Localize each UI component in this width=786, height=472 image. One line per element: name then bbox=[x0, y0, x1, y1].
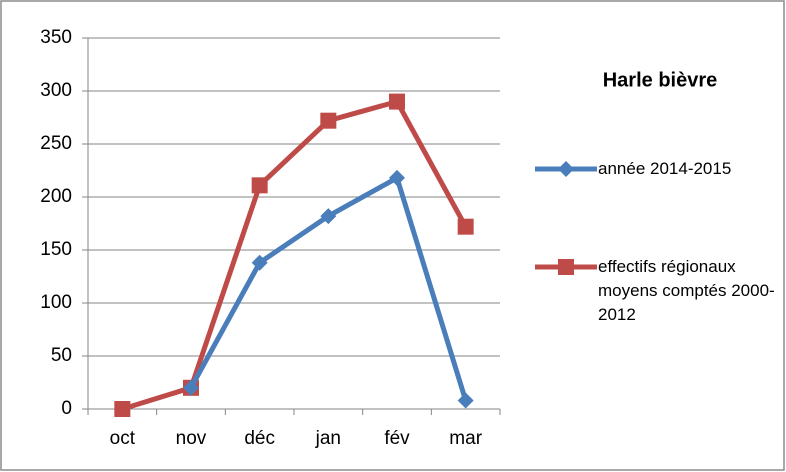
legend-label: effectifs régionaux moyens comptés 2000-… bbox=[598, 257, 775, 324]
data-point bbox=[114, 401, 131, 417]
y-tick-label: 250 bbox=[40, 133, 72, 154]
data-point bbox=[389, 169, 405, 186]
y-tick-label: 50 bbox=[51, 345, 72, 366]
data-point bbox=[183, 379, 199, 396]
data-point bbox=[389, 93, 405, 110]
x-tick-label: mar bbox=[449, 428, 482, 449]
y-tick-label: 100 bbox=[40, 292, 72, 313]
legend-marker bbox=[558, 259, 574, 275]
data-point bbox=[251, 254, 268, 271]
chart-title: Harle bièvre bbox=[603, 69, 718, 91]
x-tick-label: nov bbox=[176, 428, 207, 449]
x-tick-label: déc bbox=[244, 428, 275, 449]
data-point bbox=[320, 112, 337, 129]
x-tick-label: fév bbox=[384, 428, 410, 449]
data-point bbox=[320, 208, 337, 225]
y-tick-label: 350 bbox=[40, 27, 72, 48]
data-point bbox=[457, 218, 474, 235]
x-tick-label: jan bbox=[315, 428, 341, 449]
y-tick-label: 200 bbox=[40, 186, 72, 207]
data-point bbox=[457, 392, 474, 409]
x-tick-label: oct bbox=[110, 428, 136, 449]
legend-label: année 2014-2015 bbox=[598, 159, 732, 178]
legend-marker bbox=[558, 161, 574, 177]
y-tick-label: 300 bbox=[40, 80, 72, 101]
y-tick-label: 0 bbox=[61, 398, 72, 419]
y-tick-label: 150 bbox=[40, 239, 72, 260]
series-line bbox=[121, 99, 468, 412]
data-point bbox=[251, 177, 268, 194]
